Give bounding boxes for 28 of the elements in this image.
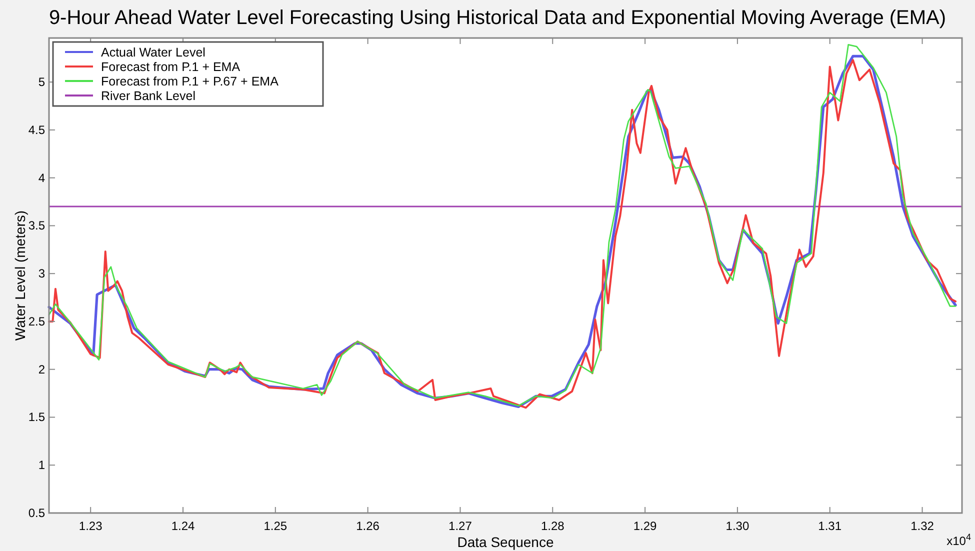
legend-label: River Bank Level <box>101 89 196 103</box>
chart-title: 9-Hour Ahead Water Level Forecasting Using Historical Data and Exponential Moving Average (EMA) <box>48 7 946 29</box>
x-tick-label: 1.27 <box>448 519 472 533</box>
y-axis-title: Water Level (meters) <box>12 210 28 341</box>
legend-label: Forecast from P.1 + EMA <box>101 60 241 74</box>
x-tick-label: 1.25 <box>264 519 288 533</box>
legend-label: Forecast from P.1 + P.67 + EMA <box>101 74 280 88</box>
y-tick-label: 3.5 <box>28 218 46 233</box>
x-tick-label: 1.29 <box>633 519 658 533</box>
y-tick-label: 4.5 <box>28 122 46 137</box>
x-tick-label: 1.24 <box>171 519 195 533</box>
x-tick-label: 1.23 <box>78 519 103 533</box>
x-tick-label: 1.31 <box>818 519 842 533</box>
text: x10$^{4}$ <box>946 532 971 548</box>
y-tick-label: 2.5 <box>28 314 46 328</box>
legend-label: Actual Water Level <box>101 46 206 60</box>
y-tick-label: 4 <box>38 170 46 185</box>
y-tick-label: 0.5 <box>28 506 46 520</box>
x-tick-label: 1.26 <box>356 519 380 533</box>
y-tick-label: 3 <box>38 266 46 281</box>
x-tick-label: 1.28 <box>540 519 565 533</box>
y-tick-label: 2 <box>38 362 46 376</box>
y-tick-label: 5 <box>38 75 46 90</box>
x-axis-title: Data Sequence <box>457 534 554 550</box>
y-tick-label: 1 <box>38 458 46 472</box>
x-tick-label: 1.30 <box>726 519 750 533</box>
y-tick-label: 1.5 <box>28 410 46 424</box>
x-tick-label: 1.32 <box>910 519 934 533</box>
